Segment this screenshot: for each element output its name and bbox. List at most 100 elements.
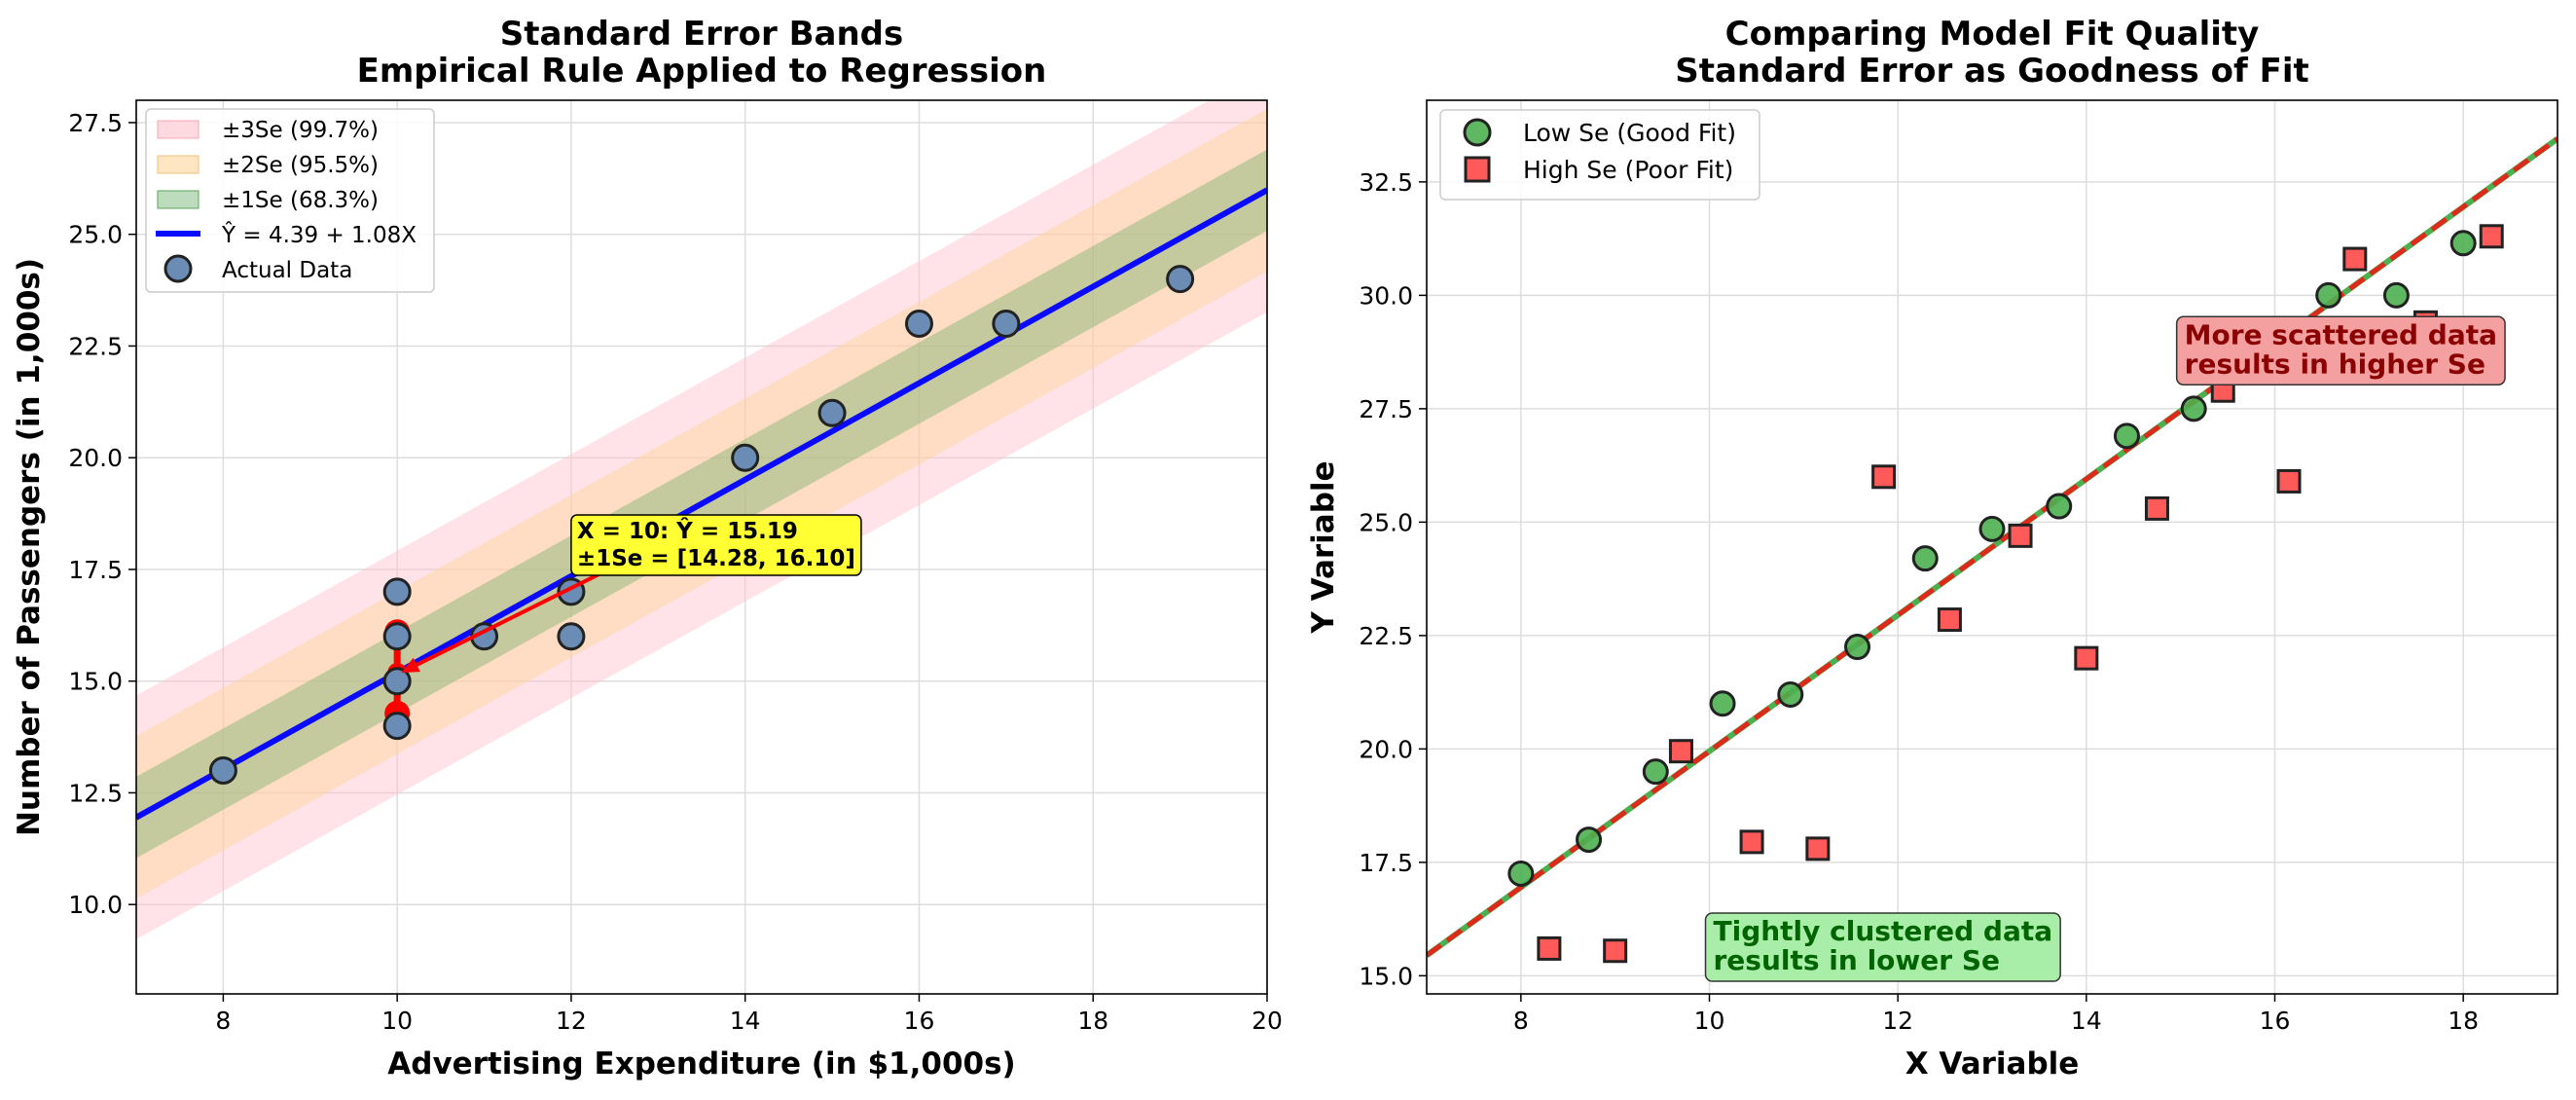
legend-swatch-2se	[157, 155, 200, 174]
chart-right-xlabel: X Variable	[1905, 1046, 2080, 1082]
low-se-point	[1911, 545, 1939, 572]
y-tick-label: 15.0	[68, 668, 123, 696]
legend-swatch-low-se	[1463, 118, 1492, 147]
data-point	[382, 667, 412, 696]
legend-swatch-high-se	[1464, 156, 1491, 183]
y-tick-label: 12.5	[68, 779, 123, 807]
high-se-point	[2479, 224, 2504, 249]
annotation-low-se-line2: results in lower Se	[1714, 944, 2000, 976]
high-se-point	[2074, 645, 2099, 671]
x-tick-label: 10	[381, 1007, 413, 1035]
chart-right-annotations: More scattered data results in higher Se…	[1704, 315, 2506, 982]
fit-line-poor	[1427, 136, 2558, 958]
data-point	[731, 443, 760, 472]
high-se-point	[1937, 607, 1962, 633]
y-tick-label: 27.5	[68, 109, 123, 137]
y-tick-label: 22.5	[1359, 622, 1413, 650]
low-se-point	[1507, 861, 1535, 888]
x-tick-label: 14	[2071, 1007, 2102, 1035]
chart-right-ylabel: Y Variable	[1306, 460, 1341, 634]
y-tick-label: 10.0	[68, 891, 123, 919]
x-tick-label: 8	[1513, 1007, 1529, 1035]
legend-label-2se: ±2Se (95.5%)	[222, 153, 379, 178]
x-tick-label: 12	[1882, 1007, 1913, 1035]
y-tick-label: 15.0	[1359, 962, 1413, 990]
chart-left-annotation: X = 10: Ŷ = 15.19 ±1Se = [14.28, 16.10]	[401, 514, 862, 673]
high-se-point	[2276, 468, 2302, 494]
chart-right-y-axis: 15.0 17.5 20.0 22.5 25.0 27.5 30.0 32.5	[1359, 168, 1427, 990]
chart-left-ylabel: Number of Passengers (in 1,000s)	[12, 258, 47, 836]
y-tick-label: 17.5	[68, 556, 123, 584]
legend-box	[145, 108, 435, 293]
data-point	[208, 756, 237, 785]
y-tick-label: 20.0	[1359, 735, 1413, 763]
chart-left-y-axis: 10.0 12.5 15.0 17.5 20.0 22.5 25.0 27.5	[68, 109, 136, 919]
annotation-low-se-box	[1704, 912, 2061, 982]
y-tick-label: 25.0	[68, 221, 123, 249]
x-tick-label: 8	[215, 1007, 231, 1035]
chart-right-title-line1: Comparing Model Fit Quality	[1725, 15, 2260, 54]
legend-label-high-se: High Se (Poor Fit)	[1523, 156, 1733, 184]
legend-swatch-actual	[163, 254, 193, 283]
x-tick-label: 10	[1694, 1007, 1725, 1035]
y-tick-label: 17.5	[1359, 849, 1413, 877]
high-se-point	[1871, 464, 1897, 490]
annotation-high-se-box	[2175, 315, 2506, 386]
high-se-point	[2342, 246, 2368, 272]
annotation-arrowhead	[401, 657, 420, 673]
data-point	[817, 398, 847, 427]
annotation-box	[570, 514, 862, 576]
data-point	[1166, 265, 1195, 294]
legend-box	[1439, 109, 1760, 201]
y-tick-label: 30.0	[1359, 281, 1413, 310]
x-tick-label: 18	[1077, 1007, 1108, 1035]
chart-left-regression	[136, 187, 1267, 821]
low-se-point	[1576, 826, 1603, 854]
chart-left-title-line2: Empirical Rule Applied to Regression	[357, 52, 1047, 91]
chart-right-frame	[1426, 99, 2558, 995]
low-se-point	[1844, 634, 1871, 661]
x-tick-label: 16	[2260, 1007, 2291, 1035]
annotation-high-se-line1: More scattered data	[2185, 318, 2497, 350]
low-se-point	[2113, 422, 2140, 450]
low-se-point	[2315, 281, 2342, 309]
chart-left-legend: ±3Se (99.7%) ±2Se (95.5%) ±1Se (68.3%) Ŷ…	[145, 108, 435, 293]
y-tick-label: 20.0	[68, 444, 123, 472]
annotation-low-se-line1: Tightly clustered data	[1714, 915, 2053, 947]
chart-right-legend: Low Se (Good Fit) High Se (Poor Fit)	[1439, 109, 1760, 201]
legend-swatch-1se	[157, 190, 200, 209]
low-se-point	[2382, 281, 2410, 309]
high-se-point	[1739, 829, 1764, 855]
legend-label-3se: ±3Se (99.7%)	[222, 118, 379, 143]
x-tick-label: 20	[1252, 1007, 1283, 1035]
x-tick-label: 12	[556, 1007, 587, 1035]
annotation-high-se-line2: results in higher Se	[2185, 348, 2485, 380]
legend-label-1se: ±1Se (68.3%)	[222, 188, 379, 213]
data-point	[382, 622, 412, 651]
annotation-line1: X = 10: Ŷ = 15.19	[577, 517, 798, 544]
chart-left-x-axis: 8 10 12 14 16 18 20	[215, 994, 1283, 1035]
high-se-point	[1805, 836, 1831, 862]
high-se-point	[2008, 523, 2033, 548]
y-tick-label: 25.0	[1359, 508, 1413, 536]
x-tick-label: 16	[904, 1007, 935, 1035]
y-tick-label: 22.5	[68, 332, 123, 360]
regression-line	[136, 187, 1267, 821]
data-point	[557, 622, 586, 651]
y-tick-label: 27.5	[1359, 395, 1413, 423]
chart-right-fit-line	[1427, 136, 2558, 958]
chart-left-title-line1: Standard Error Bands	[500, 15, 903, 54]
x-tick-label: 18	[2448, 1007, 2479, 1035]
data-point	[904, 310, 933, 338]
low-se-point	[1777, 680, 1804, 708]
y-tick-label: 32.5	[1359, 168, 1413, 197]
high-se-point	[1668, 739, 1693, 764]
data-point	[382, 712, 412, 741]
low-se-point	[2180, 395, 2207, 422]
high-se-point	[2144, 495, 2169, 521]
annotation-line2: ±1Se = [14.28, 16.10]	[577, 546, 855, 571]
high-se-point	[1537, 935, 1562, 961]
legend-label-regression: Ŷ = 4.39 + 1.08X	[221, 221, 417, 248]
chart-left: Standard Error Bands Empirical Rule Appl…	[12, 15, 1283, 1082]
